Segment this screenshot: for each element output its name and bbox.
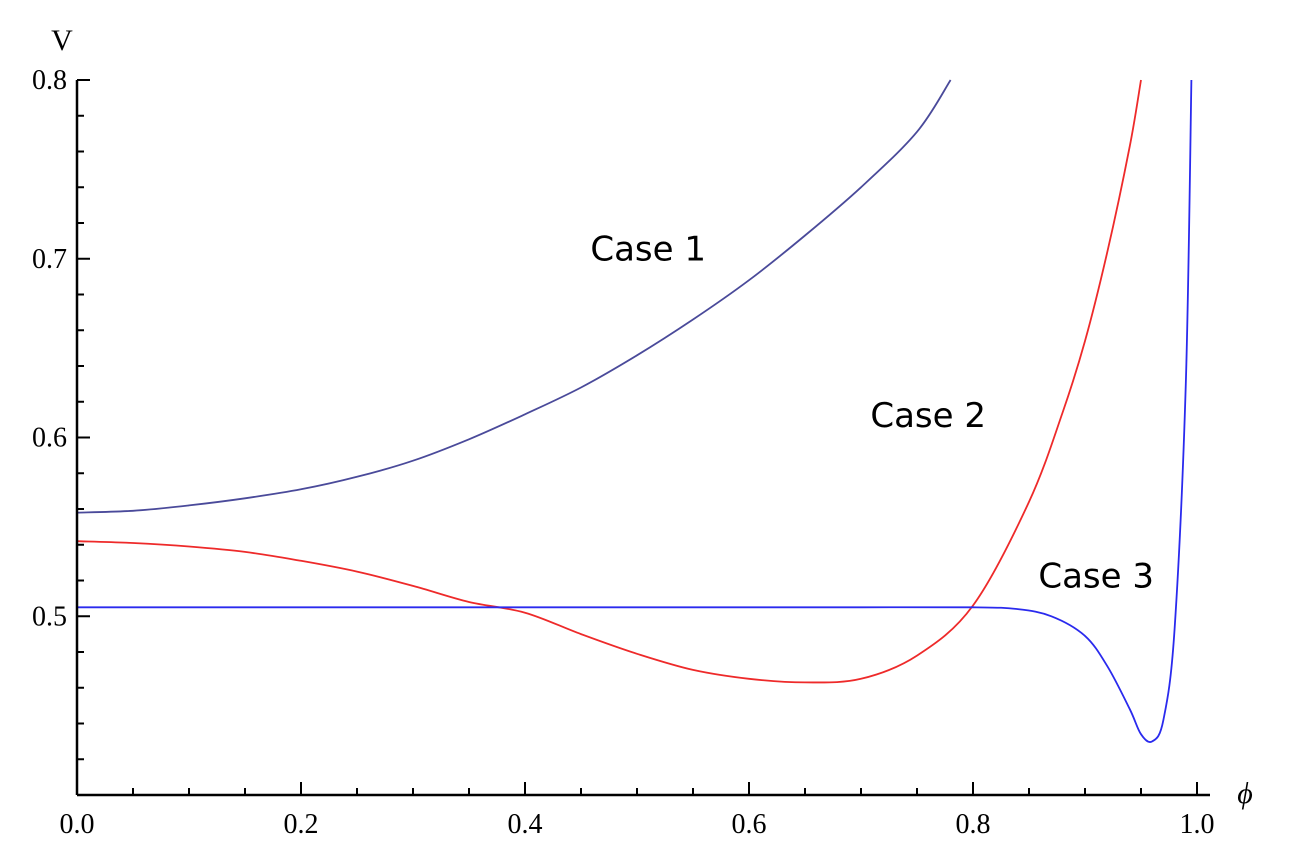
y-tick-label: 0.6 [32,423,67,454]
series-2-line [76,79,1142,684]
annotation-case-3: Case 3 [1038,557,1154,597]
y-tick-label: 0.5 [32,601,67,632]
annotation-layer: Case 1 Case 2 Case 3 [590,230,1154,597]
series-layer [76,79,1193,743]
annotation-case-1: Case 1 [590,230,706,270]
axes-layer [75,80,1210,797]
annotation-case-2: Case 2 [870,396,986,436]
y-tick-label: 0.8 [32,65,67,96]
x-tick-label: 1.0 [1180,809,1215,840]
series-3-line [76,79,1193,743]
x-tick-label: 0.4 [508,809,543,840]
x-tick-label: 0.2 [284,809,319,840]
x-tick-label: 0.0 [60,809,95,840]
series-1-line [76,79,952,514]
x-axis-label: ϕ [1237,777,1253,810]
y-axis-label: V [51,24,73,57]
x-tick-label: 0.8 [956,809,991,840]
x-tick-label: 0.6 [732,809,767,840]
labels-layer: V ϕ [51,24,1253,810]
y-tick-label: 0.7 [32,244,67,275]
ticks-layer: 0.0 0.2 0.4 0.6 0.8 1.0 0.5 0.6 0.7 0.8 [32,65,1215,840]
